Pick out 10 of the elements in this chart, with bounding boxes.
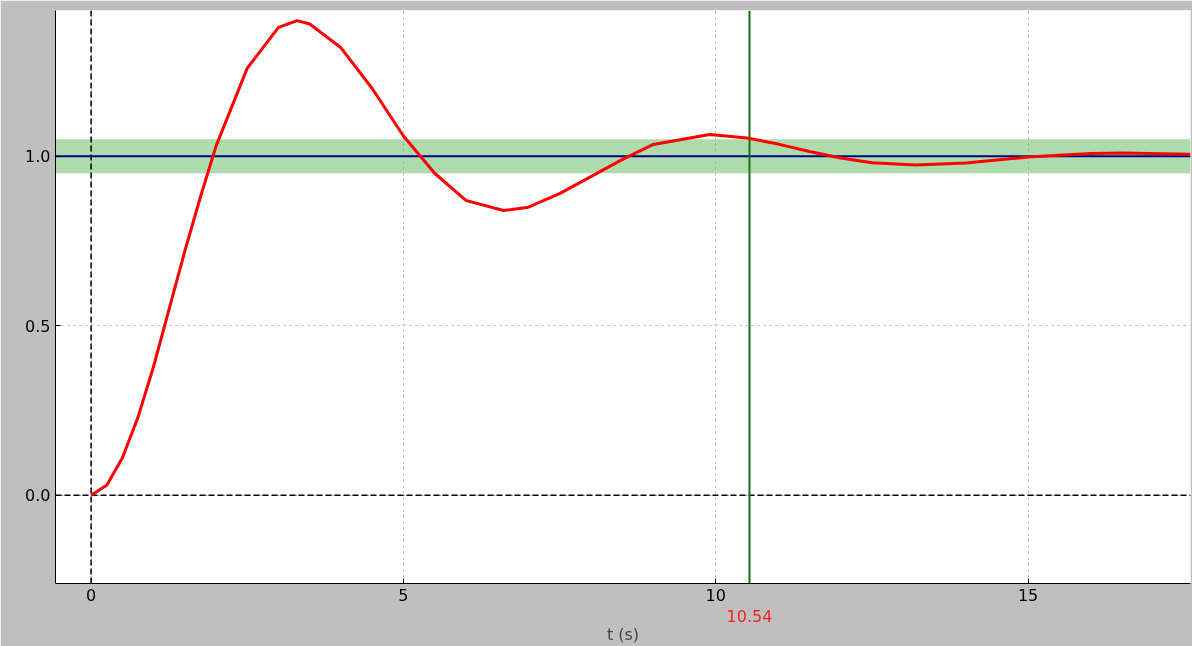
x-tick-label: 0 (86, 585, 97, 605)
x-tick-label: 5 (398, 585, 409, 605)
x-tick-label: 15 (1017, 585, 1039, 605)
ref-line-label: 10.54 (726, 606, 773, 626)
y-tick-label: 0.0 (25, 486, 51, 506)
x-tick-label: 10 (705, 585, 726, 605)
y-tick-label: 0.5 (25, 316, 51, 336)
y-tick-label: 1.0 (25, 147, 51, 167)
x-axis-title: t (s) (606, 624, 640, 644)
line-series (89, 19, 1191, 497)
